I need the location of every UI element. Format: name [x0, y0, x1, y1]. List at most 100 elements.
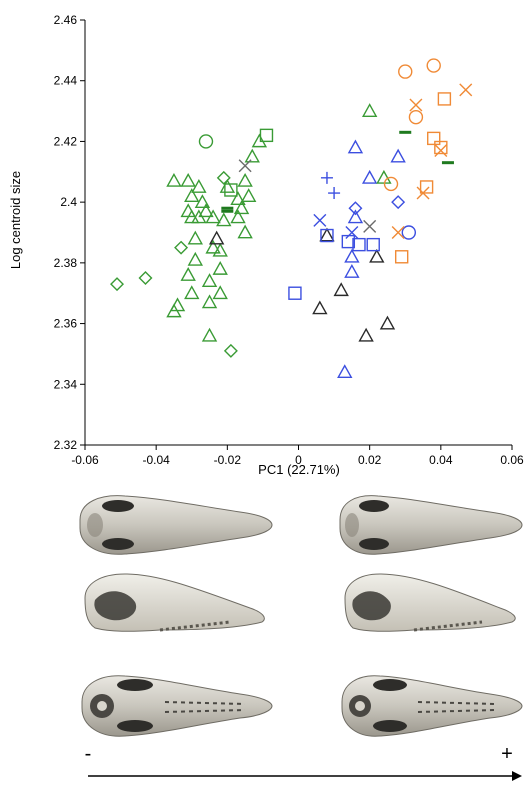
- data-point-green-triangle: [191, 209, 207, 224]
- y-tick-label: 2.36: [54, 317, 78, 331]
- data-point-blue-diamond: [391, 195, 406, 210]
- data-point-green-square: [224, 183, 238, 197]
- skull-lateral-left: [84, 573, 265, 632]
- data-point-green-diamond: [216, 170, 231, 185]
- data-point-green-triangle: [187, 230, 203, 245]
- skull-dorsal-left: [79, 495, 273, 555]
- data-point-blue-triangle: [344, 264, 360, 278]
- data-point-green-diamond: [223, 343, 238, 358]
- data-point-green-triangle: [180, 267, 196, 281]
- data-point-blue-square: [288, 286, 302, 300]
- skull-ventral-left: [81, 675, 273, 737]
- data-point-green-triangle: [219, 179, 236, 193]
- data-point-blue-triangle: [347, 209, 364, 224]
- data-point-green-circle: [198, 134, 214, 149]
- data-point-orange-circle: [426, 58, 441, 73]
- data-point-green-triangle: [201, 273, 218, 287]
- data-point-black-triangle: [208, 230, 225, 245]
- data-point-orange-square: [437, 92, 452, 106]
- data-point-blue-square: [320, 228, 334, 243]
- data-markers: [110, 58, 473, 379]
- y-tick-label: 2.42: [54, 134, 78, 148]
- data-point-green-triangle: [233, 200, 250, 215]
- data-point-blue-plus: [328, 187, 341, 200]
- data-point-blue-cross: [345, 226, 359, 239]
- y-tick-label: 2.34: [54, 377, 78, 391]
- data-point-green-diamond: [138, 271, 153, 286]
- data-point-orange-circle: [408, 109, 424, 125]
- data-point-green-triangle: [180, 172, 196, 187]
- y-tick-label: 2.32: [54, 438, 78, 452]
- data-point-gray-cross: [238, 159, 252, 173]
- y-tick-label: 2.38: [54, 256, 78, 270]
- data-point-gray-cross: [363, 219, 377, 233]
- x-tick-label: -0.06: [71, 453, 99, 467]
- axes: [84, 20, 512, 446]
- data-point-green-triangle: [237, 172, 253, 187]
- data-point-orange-cross: [416, 186, 430, 200]
- data-point-green-triangle: [180, 203, 196, 218]
- data-point-orange-cross: [459, 83, 473, 97]
- data-point-green-triangle: [184, 188, 200, 202]
- data-point-green-triangle: [169, 297, 186, 312]
- x-tick-label: 0.02: [358, 453, 382, 467]
- data-point-blue-triangle: [361, 169, 378, 184]
- data-point-orange-square: [427, 131, 441, 146]
- data-point-blue-triangle: [344, 248, 360, 263]
- data-point-black-triangle: [312, 300, 328, 315]
- data-point-orange-cross: [391, 226, 405, 239]
- data-point-blue-square: [352, 237, 366, 252]
- data-point-orange-square: [434, 140, 448, 155]
- data-point-black-triangle: [369, 248, 385, 263]
- data-point-blue-cross: [313, 213, 327, 227]
- data-point-green-triangle: [201, 294, 218, 309]
- data-point-green-triangle-right: [361, 103, 378, 117]
- y-axis-title: Log centroid size: [8, 171, 23, 269]
- y-tick-label: 2.44: [54, 74, 78, 88]
- x-tick-label: -0.02: [214, 453, 242, 467]
- data-point-green-triangle: [198, 203, 214, 218]
- data-point-blue-triangle: [390, 148, 406, 163]
- data-point-blue-diamond: [348, 201, 363, 216]
- data-point-green-triangle: [187, 251, 203, 266]
- data-point-green-triangle: [212, 242, 228, 257]
- scatter-chart: -0.06 -0.04 -0.02 0 0.02 0.04 0.06 2.32 2.34 2.36…: [8, 13, 524, 477]
- data-point-green-triangle: [212, 260, 228, 275]
- skull-dorsal-right: [339, 495, 523, 555]
- data-point-black-triangle: [358, 327, 374, 342]
- data-point-green-triangle: [201, 327, 218, 342]
- data-point-green-triangle: [166, 303, 182, 318]
- data-point-green-triangle: [166, 172, 182, 187]
- data-point-green-triangle: [205, 239, 221, 254]
- data-point-blue-square: [366, 237, 380, 252]
- data-point-green-triangle: [216, 212, 232, 227]
- skull-ventral-right: [341, 675, 523, 737]
- data-point-blue-triangle: [347, 139, 364, 154]
- skull-illustration-panel: - +: [79, 495, 523, 781]
- y-tick-label: 2.46: [54, 13, 78, 27]
- data-point-orange-cross: [409, 98, 423, 112]
- data-point-blue-circle: [401, 225, 417, 240]
- data-point-orange-square: [419, 180, 434, 194]
- data-point-green-triangle: [230, 191, 246, 206]
- data-point-green-triangle: [205, 209, 221, 224]
- y-tick-label: 2.4: [60, 195, 77, 209]
- tick-labels: -0.06 -0.04 -0.02 0 0.02 0.04 0.06 2.32 2.34 2.36…: [54, 13, 524, 467]
- data-point-orange-square: [394, 250, 409, 264]
- x-tick-label: 0.06: [500, 453, 524, 467]
- skull-lateral-right: [344, 573, 516, 632]
- data-point-green-diamond: [110, 277, 125, 292]
- x-axis-title: PC1 (22.71%): [258, 462, 340, 477]
- data-point-green-triangle: [194, 194, 211, 209]
- x-tick-label: -0.04: [142, 453, 170, 467]
- direction-arrow-head: [512, 771, 522, 781]
- data-point-blue-triangle: [337, 364, 353, 379]
- x-tick-label: 0: [295, 453, 302, 467]
- data-point-orange-circle: [383, 176, 399, 192]
- data-point-black-triangle: [333, 282, 349, 297]
- data-point-green-triangle: [212, 285, 228, 300]
- data-point-orange-circle: [398, 64, 413, 79]
- data-point-green-diamond: [174, 240, 189, 255]
- data-point-green-triangle: [191, 179, 207, 193]
